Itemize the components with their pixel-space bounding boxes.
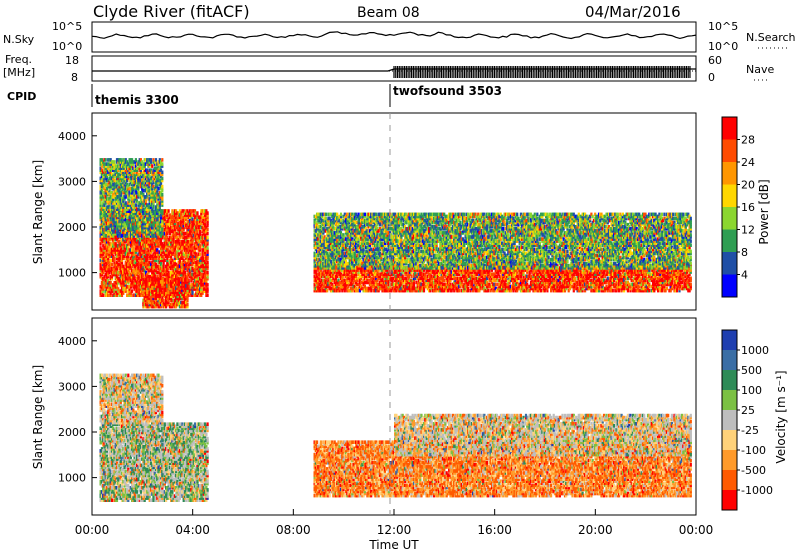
freq-left-tick-bottom: 8 xyxy=(71,71,78,84)
echo-cell xyxy=(161,209,163,213)
frequency-panel: Freq. [MHz] 18 8 60 0 Nave xyxy=(3,53,774,84)
echo-cell xyxy=(186,303,188,307)
freq-right-label: Nave xyxy=(746,63,774,76)
cpid-segment-1: themis 3300 xyxy=(95,93,179,107)
noise-left-tick-bottom: 10^0 xyxy=(52,40,82,53)
echo-cell xyxy=(184,271,186,275)
echo-cell xyxy=(105,158,107,162)
freq-right-tick-top: 60 xyxy=(708,54,722,67)
echo-cell xyxy=(155,158,157,162)
echo-cell xyxy=(161,158,163,162)
echo-cell xyxy=(161,232,163,236)
echo-cell xyxy=(207,283,209,287)
echo-cell xyxy=(113,160,115,164)
echo-cell xyxy=(135,203,137,207)
echo-cell xyxy=(102,293,104,297)
cpid-panel: CPID themis 3300 twofsound 3503 xyxy=(7,84,502,107)
echo-cell xyxy=(161,193,163,197)
echo-cell xyxy=(161,162,163,166)
echo-cell xyxy=(207,236,209,240)
date-label: 04/Mar/2016 xyxy=(585,3,681,21)
cpid-segment-2: twofsound 3503 xyxy=(393,84,502,98)
noise-right-tick-bottom: 10^0 xyxy=(708,40,738,53)
noise-left-label: N.Sky xyxy=(3,33,35,46)
echo-cell xyxy=(132,246,134,250)
echo-cell xyxy=(121,234,123,238)
echo-cell xyxy=(145,199,147,203)
echo-cell xyxy=(207,287,209,291)
echo-cell xyxy=(186,284,188,288)
echo-cell xyxy=(168,209,170,213)
noise-left-tick-top: 10^5 xyxy=(52,20,82,33)
echo-cell xyxy=(326,289,328,293)
echo-cell xyxy=(196,211,198,215)
echo-cell xyxy=(207,228,209,232)
echo-cell xyxy=(207,261,209,265)
echo-cell xyxy=(163,299,165,303)
echo-cell xyxy=(161,220,163,224)
echo-cell xyxy=(199,252,201,256)
power-echo-data xyxy=(100,158,692,308)
freq-left-tick-top: 18 xyxy=(65,54,79,67)
noise-sky-line xyxy=(92,32,696,39)
echo-cell xyxy=(131,289,133,293)
station-title: Clyde River (fitACF) xyxy=(93,2,250,21)
echo-cell xyxy=(207,232,209,236)
echo-cell xyxy=(186,295,188,299)
echo-cell xyxy=(199,230,201,234)
echo-cell xyxy=(125,201,127,205)
echo-cell xyxy=(110,281,112,285)
echo-cell xyxy=(113,256,115,260)
noise-right-label: N.Search xyxy=(746,31,796,44)
echo-cell xyxy=(126,232,128,236)
echo-cell xyxy=(135,158,137,162)
freq-left-label-2: [MHz] xyxy=(3,66,35,79)
noise-panel: N.Sky 10^5 10^0 10^5 10^0 N.Search xyxy=(3,20,796,53)
echo-cell xyxy=(161,171,163,175)
freq-left-label-1: Freq. xyxy=(5,53,32,66)
echo-cell xyxy=(151,164,153,168)
freq-right-tick-bottom: 0 xyxy=(708,71,715,84)
echo-cell xyxy=(207,246,209,250)
noise-right-tick-top: 10^5 xyxy=(708,20,738,33)
echo-cell xyxy=(186,278,188,282)
echo-cell xyxy=(150,158,152,162)
echo-cell xyxy=(164,259,166,263)
echo-cell xyxy=(199,244,201,248)
cpid-label: CPID xyxy=(7,90,36,103)
echo-cell xyxy=(111,263,113,267)
echo-cell xyxy=(207,271,209,275)
echo-cell xyxy=(207,211,209,215)
beam-label: Beam 08 xyxy=(357,5,420,21)
echo-cell xyxy=(207,293,209,297)
echo-cell xyxy=(161,185,163,189)
echo-cell xyxy=(161,177,163,181)
nave-bars xyxy=(394,66,690,78)
